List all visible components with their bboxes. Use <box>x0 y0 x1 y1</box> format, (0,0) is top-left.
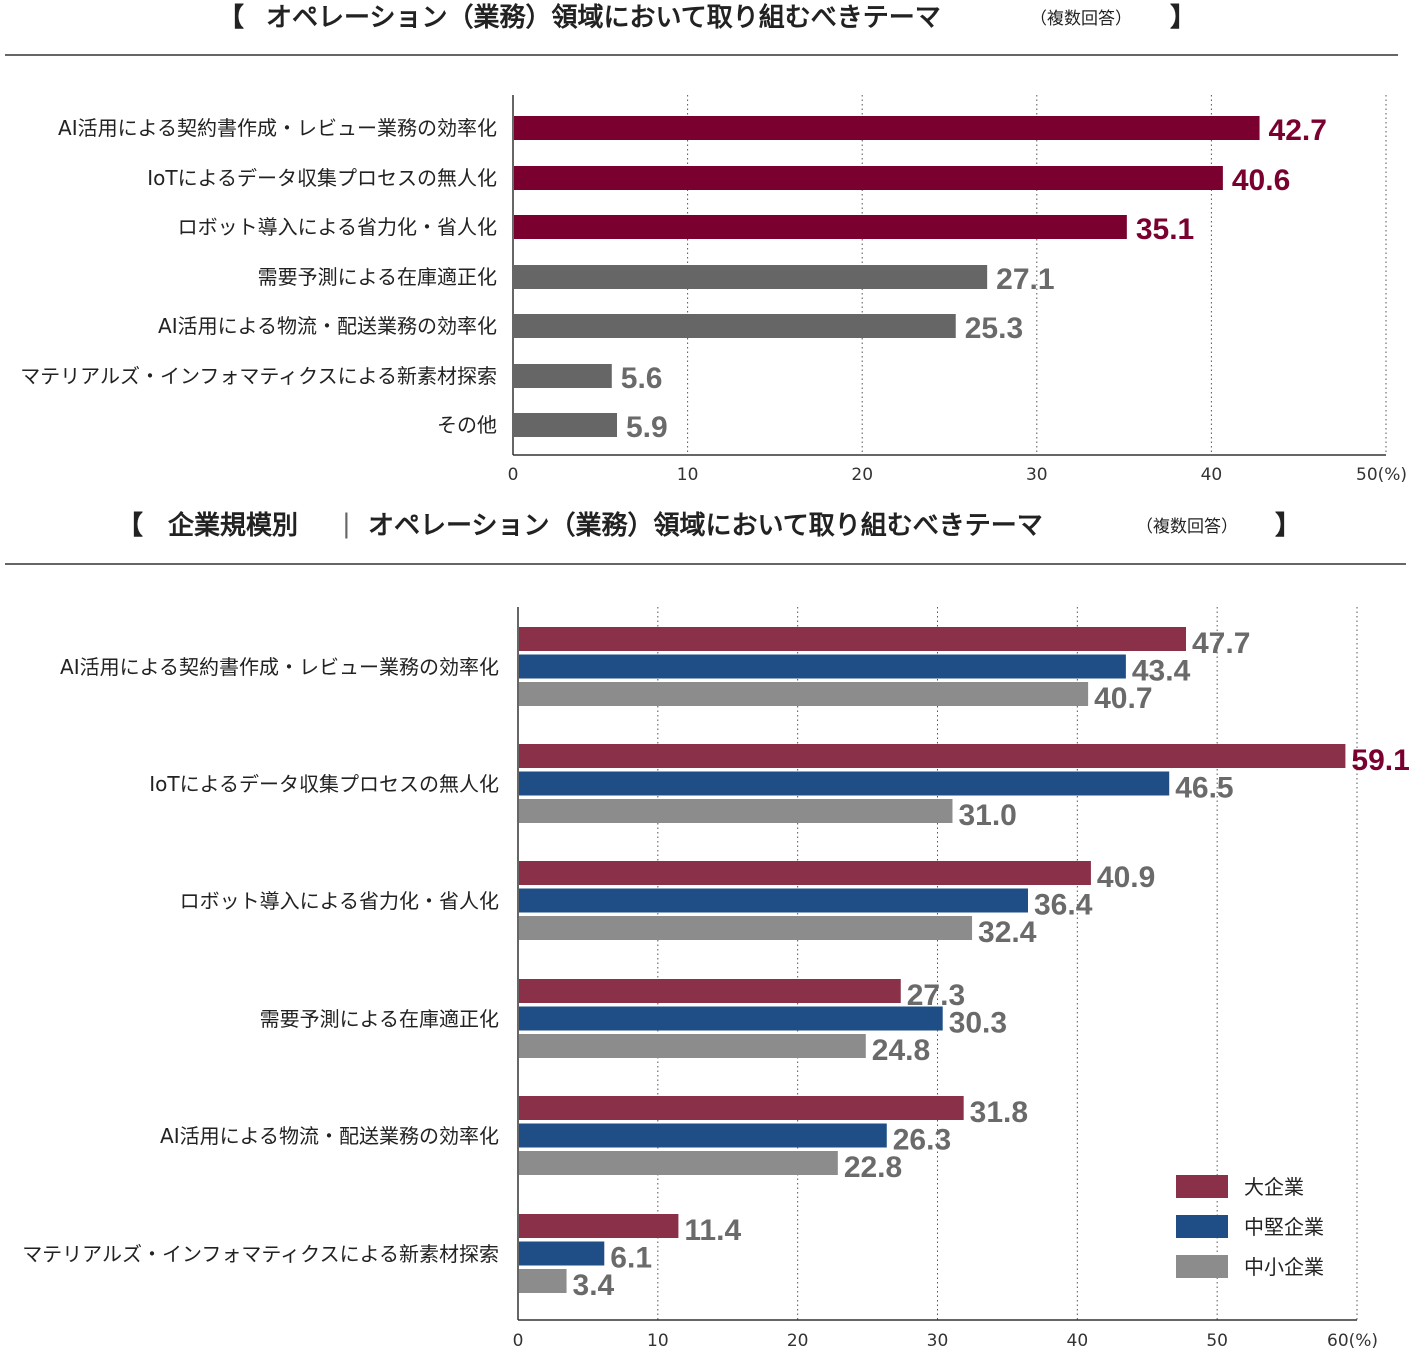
data-label: 22.8 <box>844 1151 902 1184</box>
bar-2 <box>519 1269 567 1293</box>
bar-1 <box>519 888 1028 913</box>
bar-0 <box>519 1096 964 1120</box>
bar-0 <box>519 979 901 1003</box>
title-separator: | <box>342 509 351 539</box>
x-tick-label: 40 <box>1067 1331 1089 1350</box>
bar-1 <box>519 1241 605 1266</box>
category-label: AI活用による物流・配送業務の効率化 <box>158 314 497 338</box>
bar-2 <box>519 682 1089 706</box>
data-label: 32.4 <box>978 916 1037 949</box>
title-bracket-close: 】 <box>1275 511 1301 541</box>
data-label: 31.0 <box>958 799 1016 832</box>
bar-2 <box>519 1034 866 1058</box>
chart2: 0 10 20 30 40 50 60(%) AI活用による契約書作成・レビュー業務の効率化 4… <box>22 607 1410 1350</box>
x-tick-label: 30 <box>927 1331 949 1350</box>
data-label: 40.7 <box>1094 682 1152 715</box>
category-label: ロボット導入による省力化・省人化 <box>178 215 497 239</box>
bar <box>514 215 1127 239</box>
data-label: 11.4 <box>684 1214 741 1247</box>
legend-swatch <box>1176 1255 1228 1278</box>
bar <box>514 116 1260 140</box>
x-tick-label: 10 <box>647 1331 669 1350</box>
data-label: 6.1 <box>610 1242 652 1275</box>
bar-2 <box>519 916 973 940</box>
category-label: IoTによるデータ収集プロセスの無人化 <box>147 166 497 190</box>
title-bracket-close: 】 <box>1170 3 1196 33</box>
chart1: 0 10 20 30 40 50(%) AI活用による契約書作成・レビュー業務の効率化 42.… <box>20 95 1407 485</box>
bar-1 <box>519 654 1126 679</box>
data-label: 42.7 <box>1269 114 1327 147</box>
category-label: 需要予測による在庫適正化 <box>260 1007 499 1031</box>
x-tick-label: 30 <box>1026 465 1048 485</box>
category-label: その他 <box>437 413 497 437</box>
bar <box>514 314 956 338</box>
data-label: 40.9 <box>1097 861 1155 894</box>
bar-0 <box>519 744 1346 768</box>
data-label: 25.3 <box>965 312 1023 345</box>
data-label: 46.5 <box>1175 772 1233 805</box>
data-label: 36.4 <box>1034 889 1093 922</box>
data-label: 5.6 <box>621 362 663 395</box>
bar-0 <box>519 1214 679 1238</box>
bar-1 <box>519 771 1170 796</box>
x-tick-label: 20 <box>851 465 873 485</box>
category-label: ロボット導入による省力化・省人化 <box>180 889 499 913</box>
bar <box>514 166 1223 190</box>
x-tick-label: 10 <box>677 465 699 485</box>
data-label: 59.1 <box>1351 744 1409 777</box>
legend-label: 中堅企業 <box>1244 1215 1324 1239</box>
chart1-subtitle: （複数回答） <box>1030 9 1132 29</box>
bar-2 <box>519 799 953 823</box>
bar-0 <box>519 627 1187 651</box>
x-tick-label: 20 <box>787 1331 809 1350</box>
data-label: 35.1 <box>1136 213 1194 246</box>
legend-swatch <box>1176 1215 1228 1238</box>
chart2-title: 【 企業規模別 | オペレーション（業務）領域において取り組むべきテーマ （複数… <box>117 509 1301 541</box>
data-label: 40.6 <box>1232 164 1290 197</box>
data-label: 3.4 <box>573 1269 615 1302</box>
data-label: 5.9 <box>626 411 668 444</box>
title-bracket-open: 【 <box>218 3 244 33</box>
bar <box>514 265 988 289</box>
bar <box>514 413 618 437</box>
x-tick-label: 50 <box>1206 1331 1228 1350</box>
bar-1 <box>519 1006 943 1031</box>
chart2-subtitle: （複数回答） <box>1136 517 1238 537</box>
data-label: 24.8 <box>872 1034 930 1067</box>
bar-0 <box>519 861 1091 885</box>
bar-2 <box>519 1151 838 1175</box>
chart2-title-text: オペレーション（業務）領域において取り組むべきテーマ <box>368 510 1043 541</box>
category-label: AI活用による契約書作成・レビュー業務の効率化 <box>58 116 497 140</box>
data-label: 26.3 <box>893 1124 951 1157</box>
x-tick-label: 60(%) <box>1327 1331 1378 1350</box>
x-tick-label: 40 <box>1201 465 1223 485</box>
category-label: マテリアルズ・インフォマティクスによる新素材探索 <box>20 364 497 388</box>
legend-label: 大企業 <box>1244 1175 1304 1199</box>
category-label: IoTによるデータ収集プロセスの無人化 <box>149 772 499 796</box>
chart1-title-text: オペレーション（業務）領域において取り組むべきテーマ <box>266 2 941 33</box>
data-label: 43.4 <box>1132 655 1191 688</box>
bar-1 <box>519 1123 887 1148</box>
category-label: マテリアルズ・インフォマティクスによる新素材探索 <box>22 1242 499 1266</box>
x-tick-label: 0 <box>513 1331 524 1350</box>
data-label: 30.3 <box>949 1007 1007 1040</box>
data-label: 47.7 <box>1192 627 1250 660</box>
bar <box>514 364 612 388</box>
legend-swatch <box>1176 1175 1228 1198</box>
x-tick-label: 0 <box>508 465 519 485</box>
category-label: AI活用による契約書作成・レビュー業務の効率化 <box>60 655 499 679</box>
chart2-title-prefix: 企業規模別 <box>168 510 298 541</box>
data-label: 31.8 <box>970 1096 1028 1129</box>
data-label: 27.1 <box>996 263 1054 296</box>
title-bracket-open: 【 <box>117 511 143 541</box>
x-tick-label: 50(%) <box>1356 465 1407 485</box>
category-label: AI活用による物流・配送業務の効率化 <box>160 1124 499 1148</box>
category-label: 需要予測による在庫適正化 <box>258 265 497 289</box>
legend-label: 中小企業 <box>1244 1255 1324 1279</box>
chart1-title: 【 オペレーション（業務）領域において取り組むべきテーマ （複数回答） 】 <box>218 2 1196 33</box>
